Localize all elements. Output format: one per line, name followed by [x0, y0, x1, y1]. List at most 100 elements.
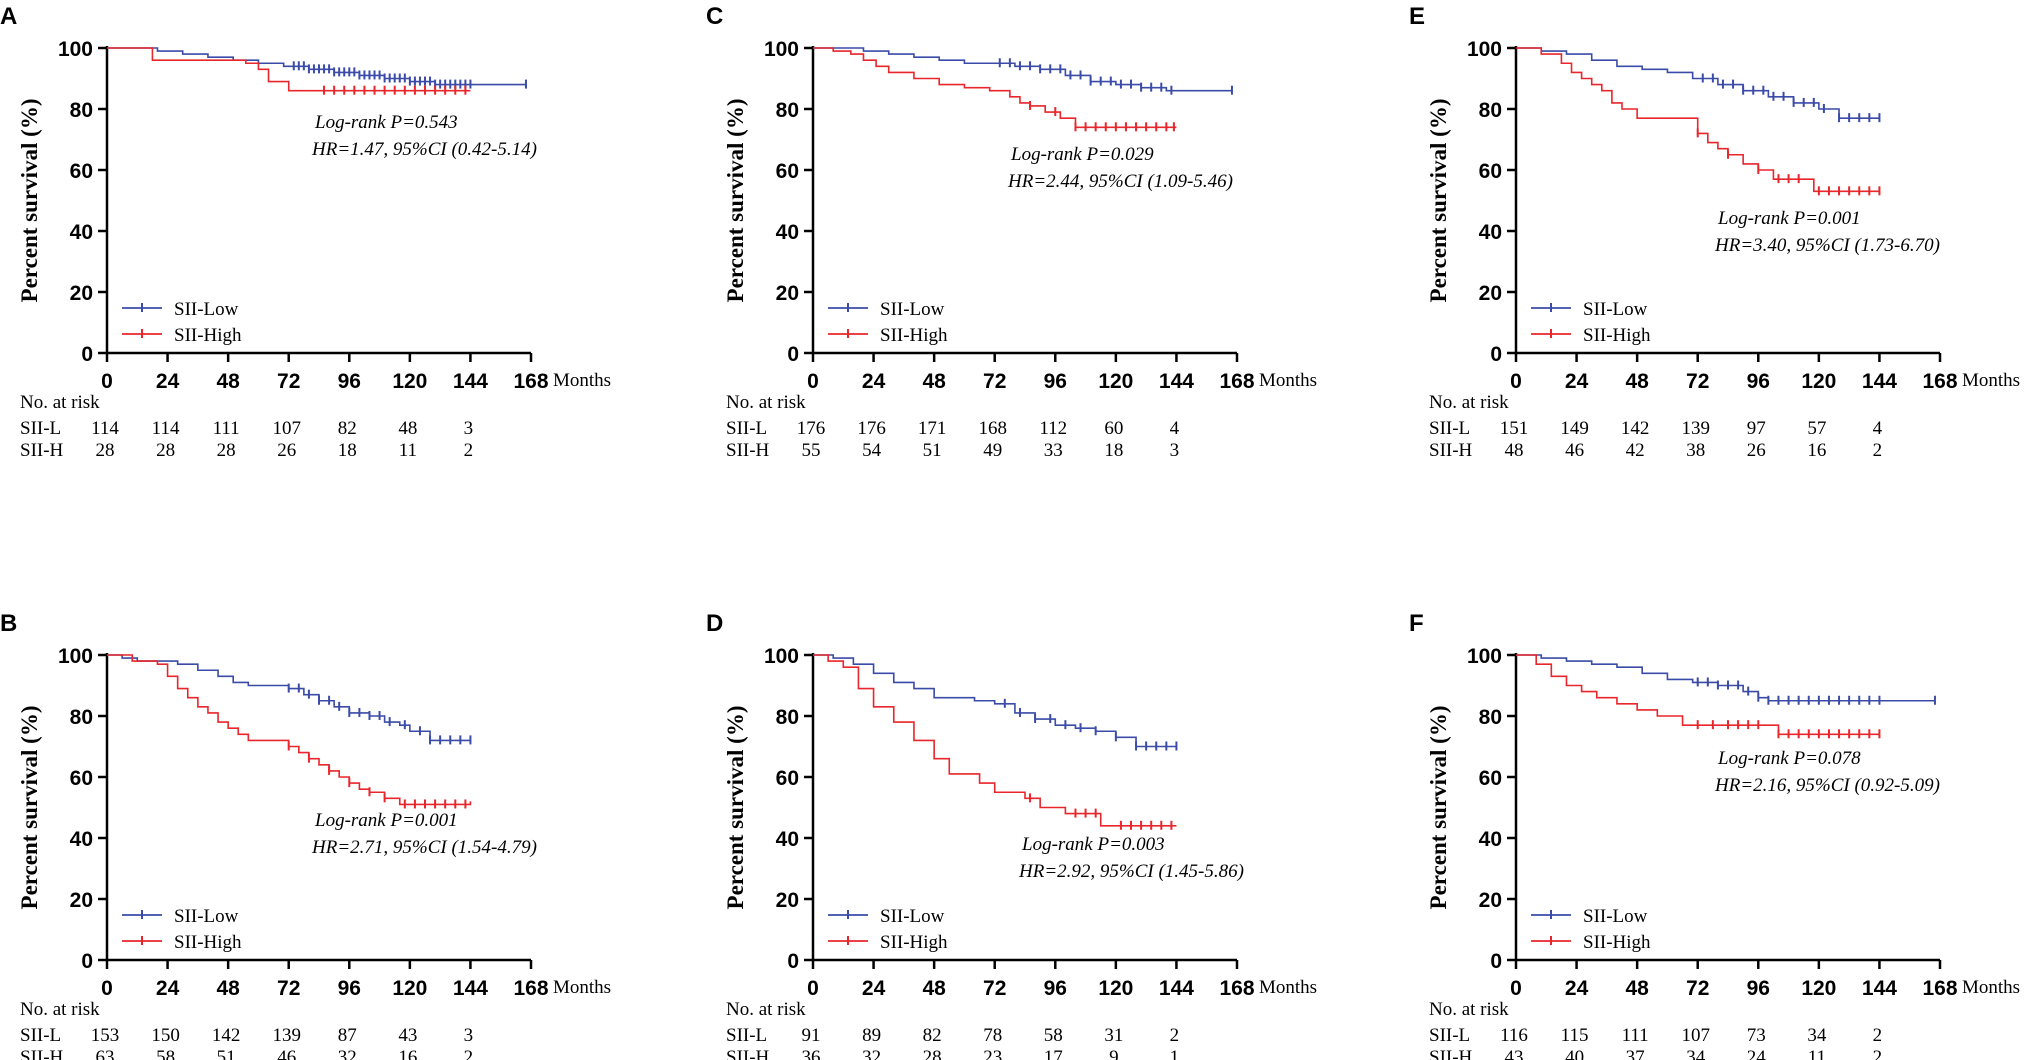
- x-tick-label: 96: [338, 370, 361, 393]
- y-tick-label: 40: [1479, 828, 1502, 851]
- sii-low-curve: [813, 654, 1177, 748]
- at-risk-value: 43: [1505, 1047, 1524, 1060]
- x-tick-label: 168: [1922, 977, 1957, 1000]
- x-tick-label: 48: [922, 370, 946, 393]
- sii-low-curve: [107, 47, 526, 86]
- x-tick-label: 168: [1922, 370, 1957, 393]
- at-risk-value: 32: [862, 1047, 881, 1060]
- x-axis-unit: Months: [1259, 977, 1317, 998]
- x-tick-label: 168: [1219, 977, 1254, 1000]
- sii-low-curve: [813, 47, 1232, 92]
- at-risk-value: 36: [802, 1047, 821, 1060]
- y-tick-label: 40: [776, 828, 799, 851]
- at-risk-row-label: SII-H: [20, 1047, 64, 1060]
- at-risk-high-row: SII-H 43 40 37 34 24 11 2: [1429, 1047, 1882, 1060]
- y-axis-label: Percent survival (%): [1426, 99, 1451, 303]
- y-tick-label: 80: [70, 99, 93, 122]
- x-tick-label: 144: [1862, 977, 1897, 1000]
- at-risk-value: 33: [1044, 440, 1063, 461]
- at-risk-value: 63: [96, 1047, 115, 1060]
- log-rank-text: Log-rank P=0.003: [1021, 834, 1165, 855]
- at-risk-low-row: SII-L 114 114 111 107 82 48 3: [20, 418, 473, 439]
- at-risk-high-row: SII-H 63 58 51 46 32 16 2: [20, 1047, 473, 1060]
- at-risk-value: 58: [156, 1047, 175, 1060]
- at-risk-row-label: SII-L: [726, 1025, 767, 1046]
- at-risk-row-label: SII-L: [20, 418, 61, 439]
- legend-sii-low: SII-Low: [122, 299, 239, 320]
- at-risk-value: 91: [802, 1025, 821, 1046]
- x-tick-label: 120: [392, 977, 427, 1000]
- y-tick-label: 20: [1479, 282, 1502, 305]
- at-risk-value: 97: [1747, 418, 1766, 439]
- y-tick-label: 60: [70, 160, 93, 183]
- at-risk-value: 112: [1039, 418, 1067, 439]
- y-tick-label: 60: [1479, 160, 1502, 183]
- x-tick-label: 120: [392, 370, 427, 393]
- x-tick-label: 144: [453, 370, 488, 393]
- at-risk-low-row: SII-L 153 150 142 139 87 43 3: [20, 1025, 473, 1046]
- at-risk-value: 46: [1565, 440, 1584, 461]
- at-risk-value: 111: [1622, 1025, 1649, 1046]
- y-axis-label: Percent survival (%): [723, 99, 748, 303]
- at-risk-value: 18: [1104, 440, 1123, 461]
- at-risk-value: 2: [1873, 440, 1883, 461]
- at-risk-value: 26: [277, 440, 296, 461]
- panel-B: B Percent survival (%) 0 20 40 60 80 100 0 24 48 72…: [0, 610, 611, 1060]
- sii-low-curve: [107, 654, 471, 742]
- at-risk-row-label: SII-H: [726, 1047, 770, 1060]
- at-risk-value: 28: [96, 440, 115, 461]
- x-tick-label: 48: [216, 977, 240, 1000]
- x-tick-label: 24: [156, 977, 180, 1000]
- x-tick-label: 24: [156, 370, 180, 393]
- x-tick-label: 144: [1159, 370, 1194, 393]
- at-risk-value: 4: [1170, 418, 1180, 439]
- y-tick-label: 40: [70, 828, 93, 851]
- at-risk-value: 24: [1747, 1047, 1767, 1060]
- at-risk-value: 40: [1565, 1047, 1584, 1060]
- at-risk-value: 3: [464, 1025, 474, 1046]
- at-risk-value: 17: [1044, 1047, 1063, 1060]
- x-axis-unit: Months: [553, 370, 611, 391]
- legend-label: SII-Low: [1583, 299, 1648, 320]
- at-risk-title: No. at risk: [1429, 392, 1509, 413]
- hazard-ratio-text: HR=3.40, 95%CI (1.73-6.70): [1714, 235, 1940, 256]
- at-risk-value: 168: [978, 418, 1007, 439]
- y-tick-label: 100: [764, 645, 799, 668]
- log-rank-text: Log-rank P=0.029: [1010, 144, 1154, 165]
- x-tick-label: 48: [1625, 977, 1649, 1000]
- at-risk-title: No. at risk: [726, 392, 806, 413]
- legend-sii-high: SII-High: [1531, 325, 1651, 346]
- panel-label: F: [1409, 610, 1424, 637]
- y-tick-label: 20: [1479, 889, 1502, 912]
- x-tick-label: 48: [1625, 370, 1649, 393]
- sii-high-curve: [813, 47, 1177, 129]
- x-tick-label: 24: [1565, 370, 1589, 393]
- x-tick-label: 0: [807, 370, 819, 393]
- panel-label: E: [1409, 3, 1425, 30]
- x-tick-label: 72: [277, 370, 300, 393]
- at-risk-high-row: SII-H 28 28 28 26 18 11 2: [20, 440, 473, 461]
- x-tick-label: 120: [1098, 977, 1133, 1000]
- panel-D: D Percent survival (%) 0 20 40 60 80 100 0 24 48 72…: [706, 610, 1317, 1060]
- at-risk-value: 48: [398, 418, 417, 439]
- x-axis-unit: Months: [1962, 977, 2020, 998]
- at-risk-value: 11: [399, 440, 417, 461]
- x-tick-label: 168: [1219, 370, 1254, 393]
- at-risk-value: 4: [1873, 418, 1883, 439]
- legend-label: SII-Low: [174, 299, 239, 320]
- at-risk-value: 82: [923, 1025, 942, 1046]
- y-tick-label: 0: [1490, 343, 1502, 366]
- legend-label: SII-Low: [1583, 906, 1648, 927]
- at-risk-low-row: SII-L 116 115 111 107 73 34 2: [1429, 1025, 1882, 1046]
- at-risk-value: 2: [464, 440, 474, 461]
- at-risk-value: 82: [338, 418, 357, 439]
- y-tick-label: 60: [776, 767, 799, 790]
- y-tick-label: 40: [70, 221, 93, 244]
- x-tick-label: 96: [1747, 370, 1770, 393]
- at-risk-value: 38: [1686, 440, 1705, 461]
- log-rank-text: Log-rank P=0.543: [314, 112, 458, 133]
- x-tick-label: 144: [1862, 370, 1897, 393]
- at-risk-value: 58: [1044, 1025, 1063, 1046]
- at-risk-value: 9: [1109, 1047, 1119, 1060]
